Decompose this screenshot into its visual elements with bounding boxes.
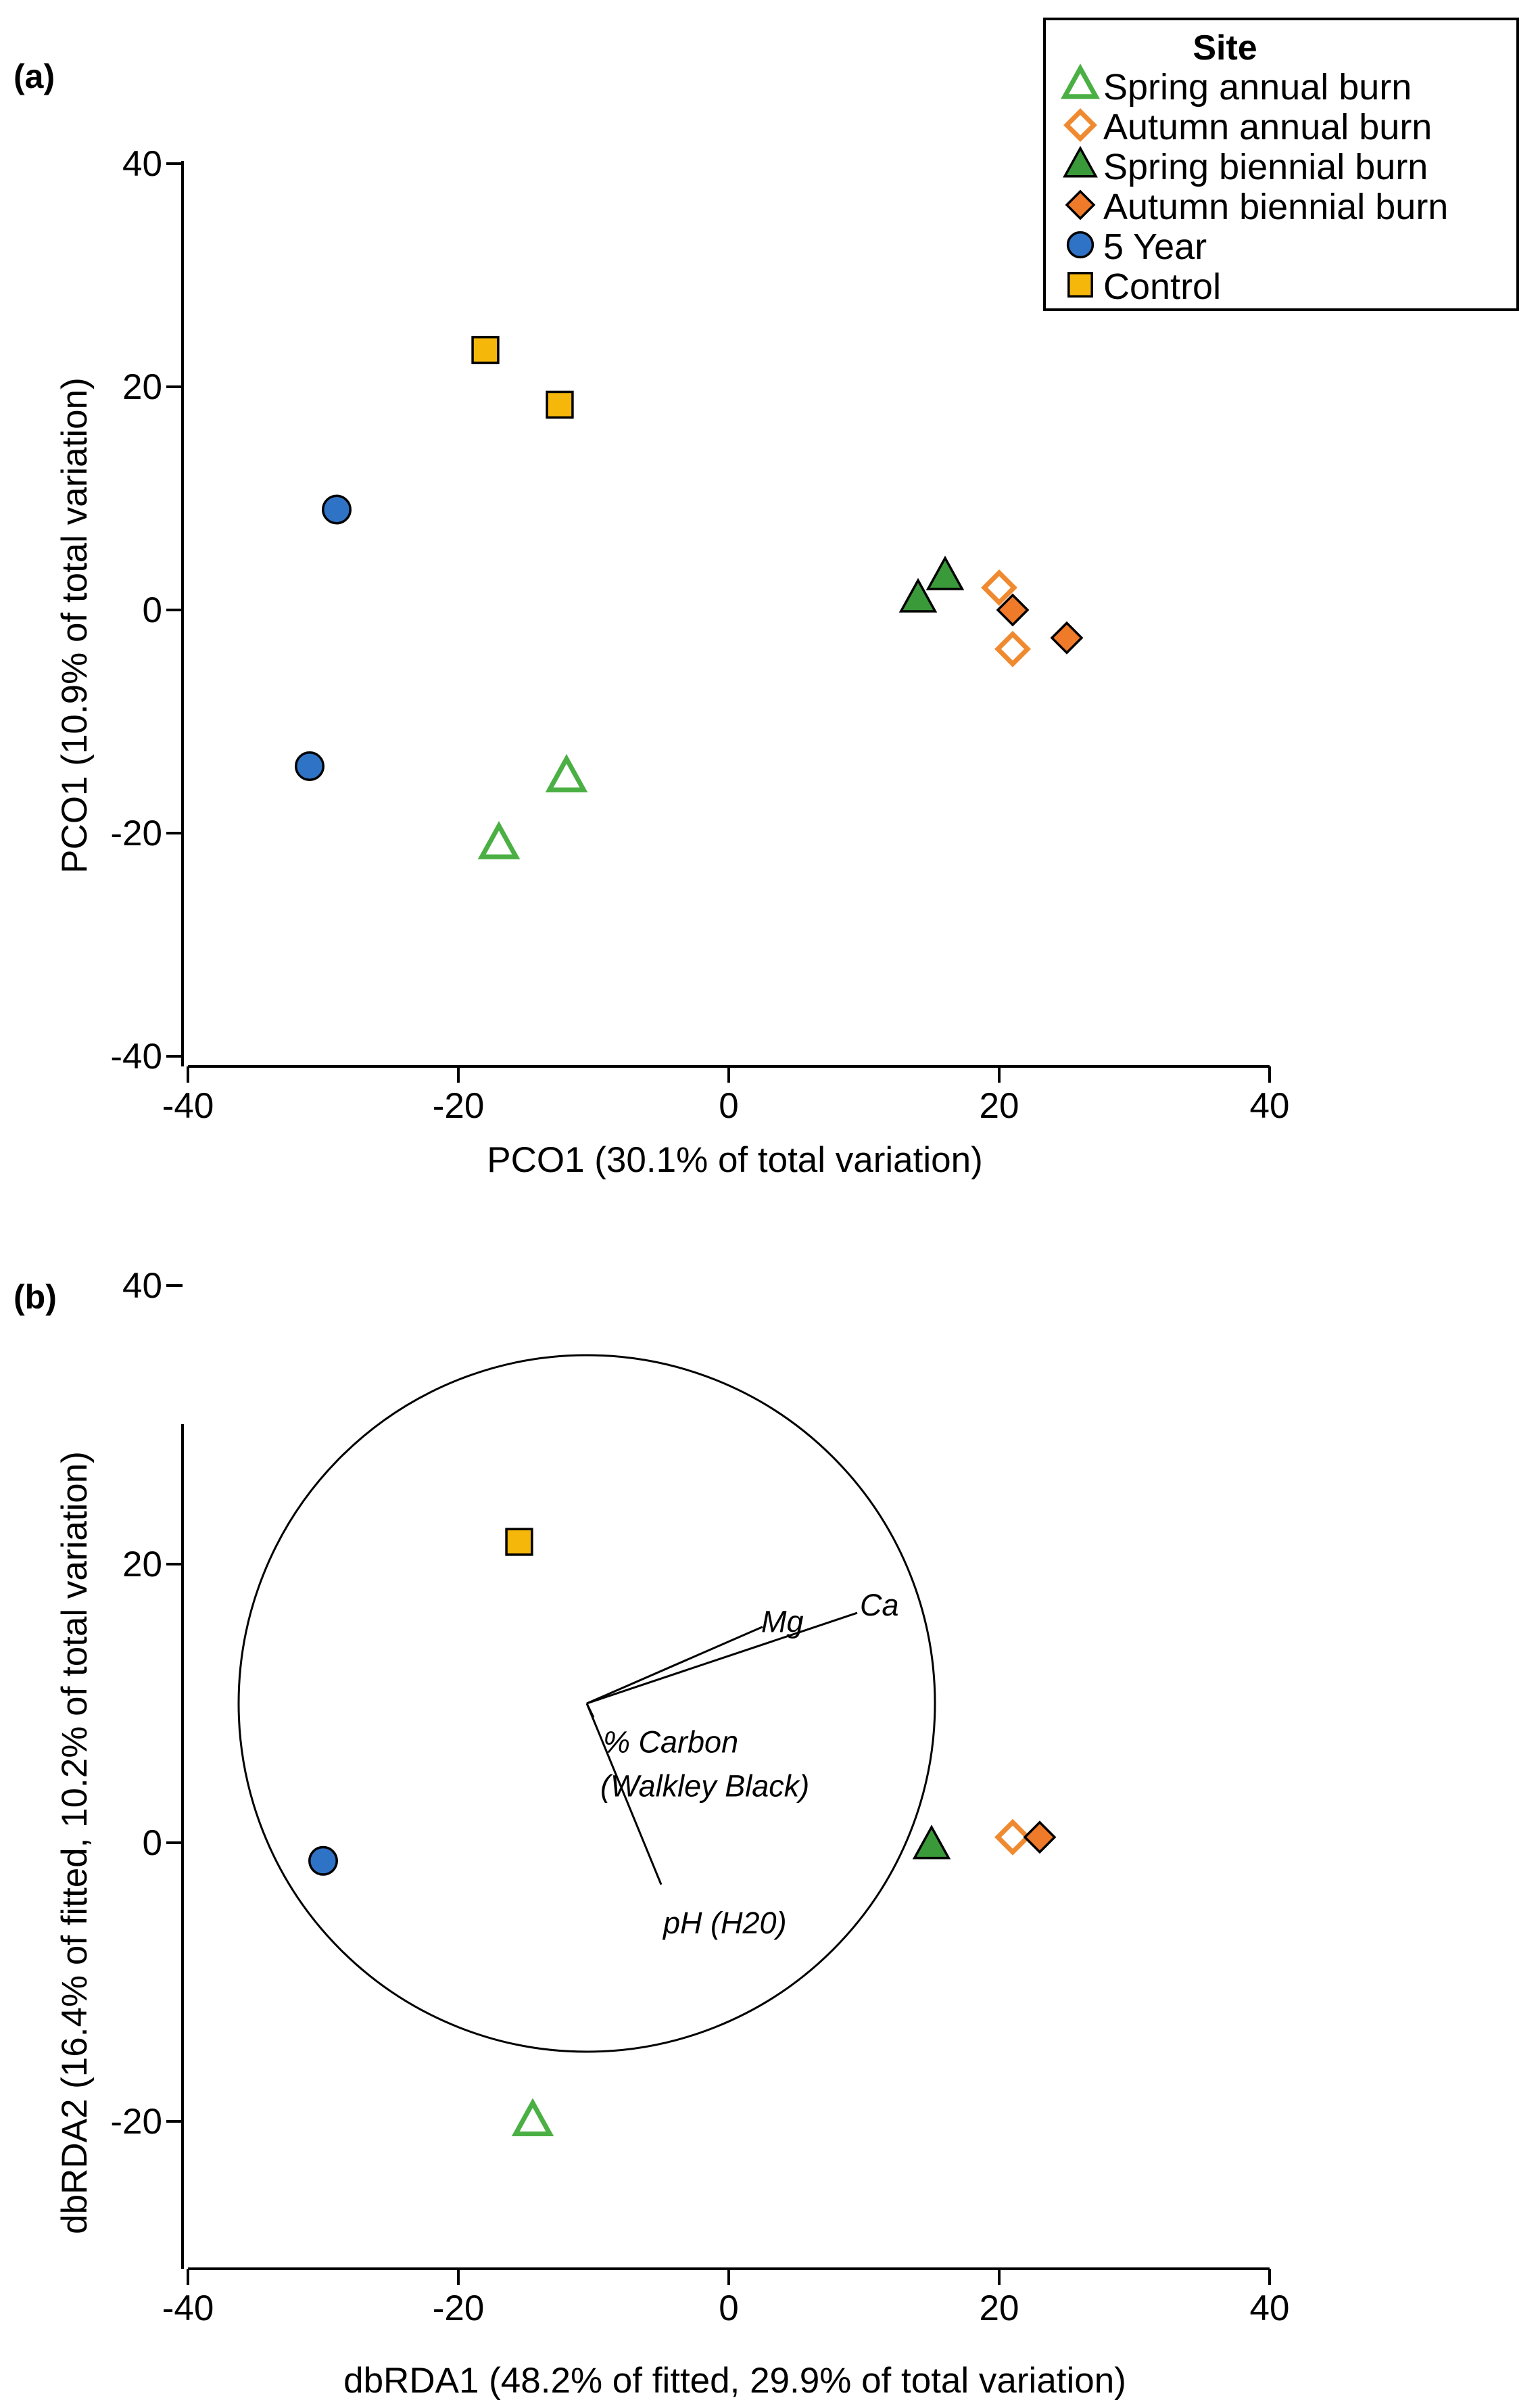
y-tick-label-b: 20 (122, 1545, 162, 1584)
y-axis-title-a: PCO1 (10.9% of total variation) (55, 377, 95, 874)
point-five-year (295, 751, 324, 781)
legend-label: Control (1103, 266, 1221, 307)
point-spring-biennial (898, 578, 938, 613)
legend-label: Autumn biennial burn (1103, 187, 1448, 227)
x-tick-label-a: 0 (719, 1086, 738, 1126)
x-tick-label-a: 40 (1250, 1086, 1290, 1126)
legend-marker-five-year (1066, 231, 1094, 259)
legend-label: Spring biennial burn (1103, 147, 1428, 187)
legend-marker-spring-biennial (1063, 145, 1098, 178)
y-tick-label-b: 40 (122, 1266, 162, 1306)
legend-box (1043, 18, 1519, 311)
legend-label: Autumn annual burn (1103, 107, 1432, 147)
point-autumn-annual (994, 1818, 1031, 1856)
x-tick-label-b: -40 (162, 2288, 214, 2328)
point-spring-annual (511, 2098, 554, 2136)
correlation-circle (237, 1354, 936, 2053)
y-axis-title-b: dbRDA2 (16.4% of fitted, 10.2% of total … (55, 1451, 95, 2234)
x-tick-label-a: -20 (433, 1086, 485, 1126)
plot-a: 40 20 0 -20 -40-40 -20 0 20 40 PCO1 (30.1% of to… (55, 144, 1289, 1180)
y-tick-label-a: -40 (110, 1037, 162, 1077)
x-tick-label-b: 40 (1250, 2288, 1290, 2328)
vector-label: Ca (860, 1588, 899, 1622)
x-tick-label-a: -40 (162, 1086, 214, 1126)
vector-line (585, 1703, 663, 1885)
point-spring-annual (545, 753, 588, 793)
vector-line (586, 1626, 763, 1705)
x-tick-label-b: 0 (719, 2288, 738, 2328)
vector-label: (Walkley Black) (600, 1769, 809, 1804)
x-tick-label-a: 20 (980, 1086, 1019, 1126)
panel-label-a: (a) (14, 57, 55, 95)
y-tick-label-b: -20 (110, 2102, 162, 2142)
y-tick-label-a: 40 (122, 144, 162, 184)
legend-label: 5 Year (1103, 227, 1207, 267)
point-spring-biennial (925, 555, 965, 590)
y-tick-label-a: -20 (110, 814, 162, 853)
legend-marker-autumn-biennial (1065, 189, 1096, 220)
point-autumn-annual (994, 630, 1031, 667)
legend-title: Site (1193, 28, 1257, 68)
point-control (471, 335, 500, 364)
x-axis-title-a: PCO1 (30.1% of total variation) (487, 1140, 983, 1180)
legend-marker-spring-annual (1061, 63, 1100, 99)
point-control (546, 390, 574, 419)
point-five-year (308, 1845, 338, 1876)
x-tick-label-b: 20 (980, 2288, 1019, 2328)
y-tick-label-a: 20 (122, 367, 162, 407)
point-spring-annual (477, 820, 521, 859)
y-tick-label-a: 0 (143, 590, 162, 630)
point-five-year (322, 494, 352, 525)
point-autumn-biennial (1050, 621, 1084, 655)
point-spring-biennial (912, 1824, 951, 1860)
vector-label: % Carbon (603, 1725, 738, 1760)
x-axis-title-b: dbRDA1 (48.2% of fitted, 29.9% of total … (343, 2361, 1126, 2401)
point-autumn-biennial (1023, 1820, 1057, 1854)
legend-marker-autumn-annual (1063, 108, 1097, 142)
x-tick-label-b: -20 (433, 2288, 485, 2328)
vector-label: pH (H20) (662, 1906, 787, 1940)
panel-label-b: (b) (14, 1278, 57, 1316)
legend-label: Spring annual burn (1103, 67, 1412, 108)
point-autumn-biennial (996, 593, 1030, 627)
legend-marker-control (1067, 272, 1093, 298)
y-tick-label-b: 0 (143, 1823, 162, 1863)
point-control (505, 1528, 533, 1556)
vector-line (586, 1611, 858, 1705)
point-autumn-annual (981, 569, 1017, 606)
